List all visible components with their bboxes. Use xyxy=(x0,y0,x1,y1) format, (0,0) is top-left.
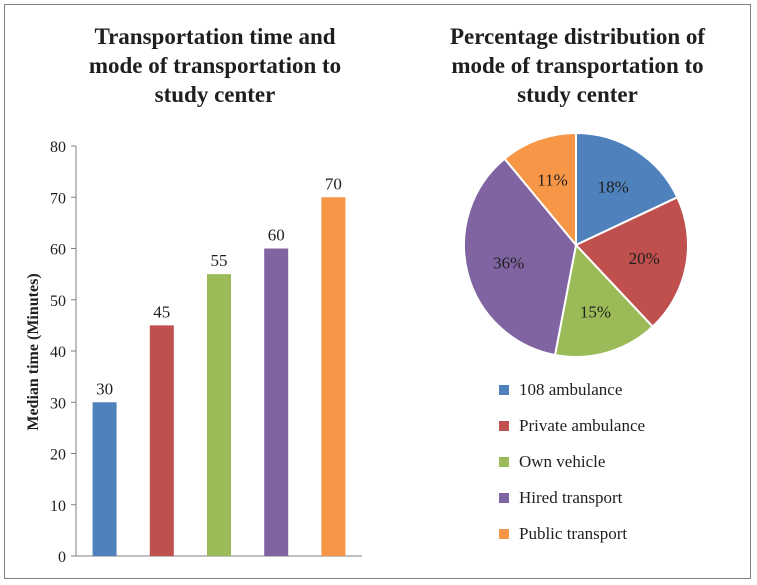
legend-label: 108 ambulance xyxy=(519,380,623,399)
bar-chart-y-tick-label: 20 xyxy=(50,447,66,464)
bar-title-line-2: mode of transportation to xyxy=(88,53,342,78)
pie-slice-4 xyxy=(463,157,578,357)
bar-chart-title: Transportation time and mode of transpor… xyxy=(55,22,375,109)
legend-swatch xyxy=(499,421,509,431)
bar-chart-y-axis: 0 10 20 30 40 50 60 70 80 xyxy=(50,139,362,566)
pie-slice-5 xyxy=(503,131,577,248)
legend-swatch xyxy=(499,529,509,539)
bar-value-label: 30 xyxy=(96,379,113,398)
bar-value-label: 70 xyxy=(325,174,342,193)
legend-label: Public transport xyxy=(519,524,628,543)
legend-label: Hired transport xyxy=(519,488,623,507)
bar-2 xyxy=(149,325,174,556)
bar-3 xyxy=(207,274,231,556)
pie-title-line-3: study center xyxy=(517,82,638,107)
pie-slice-2 xyxy=(574,195,689,329)
bar-chart: 0 10 20 30 40 50 60 70 80 30 45 55 60 70 Median time… xyxy=(25,139,362,566)
bar-chart-y-tick-label: 70 xyxy=(50,190,66,207)
pie-chart-legend: 108 ambulance Private ambulance Own vehicl… xyxy=(493,372,743,552)
figure-frame xyxy=(4,4,751,579)
bar-chart-y-tick-label: 10 xyxy=(50,498,66,515)
pie-slice-label: 20% xyxy=(629,249,660,268)
pie-title-line-1: Percentage distribution of xyxy=(449,24,706,49)
pie-chart-title: Percentage distribution of mode of trans… xyxy=(410,22,745,109)
pie-slice-3 xyxy=(553,242,655,358)
bar-title-line-1: Transportation time and xyxy=(94,24,336,49)
legend-label: Own vehicle xyxy=(519,452,606,471)
pie-slice-label: 11% xyxy=(537,171,568,190)
bar-value-label: 55 xyxy=(211,251,228,270)
pie-slice-1 xyxy=(575,131,679,247)
bar-chart-y-tick-label: 40 xyxy=(50,344,66,361)
pie-chart-slices: 18% 20% 15% 36% 11% xyxy=(463,131,689,358)
legend-item: 108 ambulance xyxy=(493,372,743,408)
legend-item: Private ambulance xyxy=(493,408,743,444)
bar-chart-y-tick-label: 30 xyxy=(50,395,66,412)
bar-4 xyxy=(264,248,289,556)
bar-5 xyxy=(321,197,346,556)
legend-swatch xyxy=(499,385,509,395)
bar-chart-y-tick-label: 0 xyxy=(58,549,66,566)
legend-item: Public transport xyxy=(493,516,743,552)
bar-chart-y-tick-label: 80 xyxy=(50,139,66,156)
bar-value-label: 60 xyxy=(268,226,285,245)
bar-value-label: 45 xyxy=(153,302,170,321)
legend-swatch xyxy=(499,493,509,503)
pie-slice-label: 36% xyxy=(493,253,524,272)
bar-chart-bars: 30 45 55 60 70 xyxy=(92,174,346,556)
bar-1 xyxy=(92,402,117,556)
bar-chart-y-tick-label: 50 xyxy=(50,293,66,310)
bar-title-line-3: study center xyxy=(154,82,276,107)
bar-chart-y-tick-label: 60 xyxy=(50,242,66,259)
legend-label: Private ambulance xyxy=(519,416,646,435)
legend-item: Own vehicle xyxy=(493,444,743,480)
pie-slice-label: 15% xyxy=(580,303,611,322)
legend-swatch xyxy=(499,457,509,467)
legend-item: Hired transport xyxy=(493,480,743,516)
bar-chart-y-axis-label: Median time (Minutes) xyxy=(25,273,42,430)
pie-slice-label: 18% xyxy=(598,177,629,196)
pie-title-line-2: mode of transportation to xyxy=(451,53,704,78)
